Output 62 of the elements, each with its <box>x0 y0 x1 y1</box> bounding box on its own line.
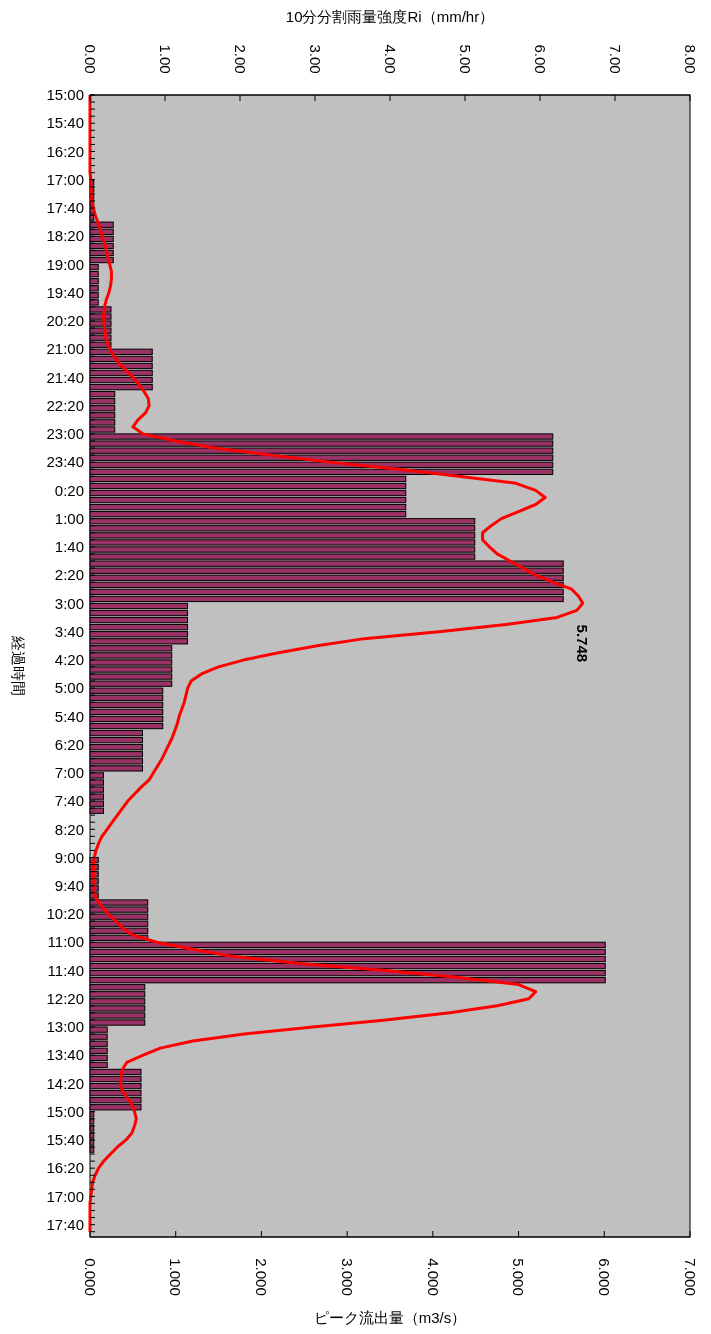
y-tick-label: 18:20 <box>46 227 84 245</box>
y-tick-label: 3:00 <box>54 594 84 612</box>
y-tick-label: 10:20 <box>46 905 84 923</box>
y-tick-label: 22:20 <box>46 396 84 414</box>
x2-axis-title: 10分分割雨量強度Ri（mm/hr） <box>285 8 495 25</box>
y-tick-label: 7:40 <box>54 792 84 810</box>
x2-tick-label: 6.00 <box>531 44 549 74</box>
y-tick-label: 5:40 <box>54 707 84 725</box>
y-tick-label: 21:00 <box>46 340 84 358</box>
y-tick-label: 12:20 <box>46 989 84 1007</box>
x2-tick-label: 1.00 <box>156 44 174 74</box>
y-tick-label: 17:40 <box>46 199 84 217</box>
y-tick-label: 3:40 <box>54 622 84 640</box>
y-tick-label: 17:00 <box>46 170 84 188</box>
y-tick-label: 9:40 <box>54 877 84 894</box>
y-tick-label: 15:40 <box>46 1131 84 1149</box>
y-tick-label: 17:00 <box>46 1187 84 1205</box>
x2-tick-label: 0.00 <box>81 44 99 74</box>
y-tick-label: 9:00 <box>54 848 84 866</box>
y-tick-label: 5:00 <box>54 679 84 697</box>
y-tick-label: 17:40 <box>46 1215 84 1233</box>
x-tick-label: 0.000 <box>81 1258 99 1296</box>
y-tick-label: 16:20 <box>46 142 84 160</box>
y-tick-label: 2:20 <box>54 566 84 584</box>
x-tick-label: 4.000 <box>424 1258 442 1296</box>
y-tick-label: 14:20 <box>46 1074 84 1092</box>
x-tick-label: 3.000 <box>338 1258 356 1296</box>
x-tick-label: 2.000 <box>253 1258 271 1296</box>
y-tick-label: 1:00 <box>54 509 84 527</box>
x-tick-label: 1.000 <box>167 1258 185 1296</box>
y-tick-label: 1:40 <box>54 538 84 556</box>
x2-tick-label: 2.00 <box>231 44 249 74</box>
y-tick-label: 15:40 <box>46 114 84 132</box>
x2-tick-label: 8.00 <box>681 44 699 74</box>
x2-tick-label: 3.00 <box>306 44 324 74</box>
y-tick-label: 11:40 <box>47 961 84 979</box>
x2-tick-label: 4.00 <box>381 44 399 74</box>
annotation: 5.748 <box>574 624 592 663</box>
y-tick-label: 13:00 <box>46 1018 84 1036</box>
x2-tick-label: 7.00 <box>606 44 624 74</box>
y-tick-label: 13:40 <box>46 1046 84 1064</box>
x-tick-label: 5.000 <box>510 1258 528 1296</box>
y-tick-label: 23:00 <box>46 425 84 443</box>
x-tick-label: 6.000 <box>596 1258 614 1296</box>
y-tick-label: 0:20 <box>54 481 84 499</box>
y-tick-label: 23:40 <box>46 453 84 471</box>
x2-tick-label: 5.00 <box>456 44 474 74</box>
y-tick-label: 19:40 <box>46 283 84 301</box>
y-tick-label: 15:00 <box>46 86 84 104</box>
y-tick-label: 11:00 <box>47 933 84 951</box>
x-tick-label: 7.000 <box>681 1258 699 1296</box>
y-axis-title: 経過時間 <box>9 635 27 696</box>
y-tick-label: 19:00 <box>46 255 84 273</box>
y-tick-label: 20:20 <box>46 312 84 330</box>
y-tick-label: 7:00 <box>54 764 84 782</box>
x-axis-title: ピーク流出量（m3/s） <box>313 1309 467 1326</box>
y-tick-label: 21:40 <box>46 368 84 386</box>
y-tick-label: 16:20 <box>46 1159 84 1177</box>
y-tick-label: 6:20 <box>54 735 84 753</box>
y-tick-label: 15:00 <box>46 1102 84 1120</box>
y-tick-label: 4:20 <box>54 651 84 669</box>
y-tick-label: 8:20 <box>54 820 84 838</box>
